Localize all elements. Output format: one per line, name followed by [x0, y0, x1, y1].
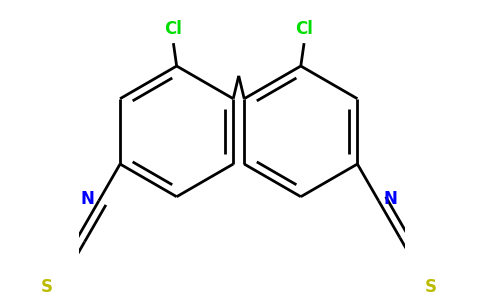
Text: Cl: Cl	[295, 20, 313, 38]
Text: Cl: Cl	[165, 20, 182, 38]
Text: S: S	[424, 278, 437, 296]
Text: S: S	[41, 278, 53, 296]
Text: N: N	[383, 190, 397, 208]
Text: N: N	[80, 190, 94, 208]
